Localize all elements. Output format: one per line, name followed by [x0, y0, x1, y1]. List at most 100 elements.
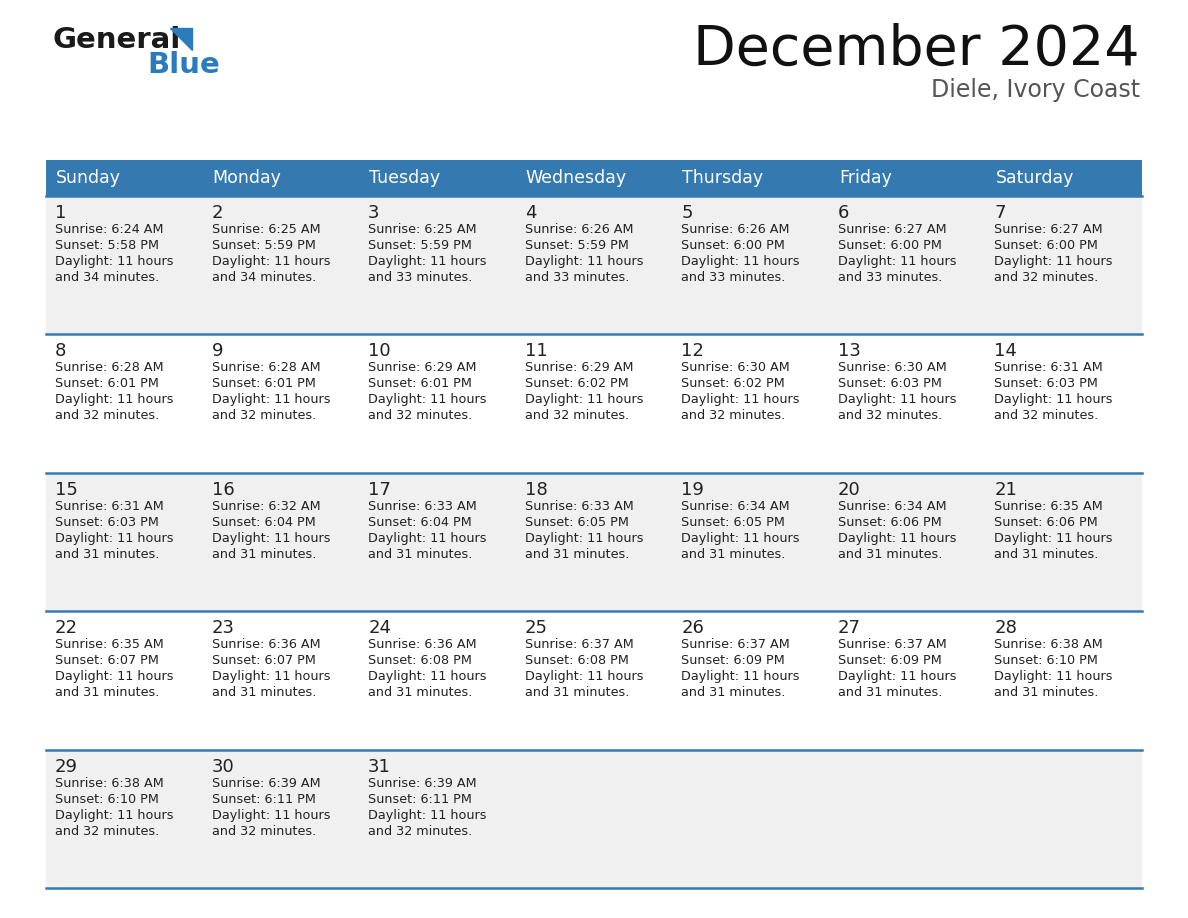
Text: Sunrise: 6:26 AM: Sunrise: 6:26 AM	[525, 223, 633, 236]
Text: Sunset: 6:07 PM: Sunset: 6:07 PM	[211, 655, 316, 667]
Text: 19: 19	[681, 481, 704, 498]
Text: 27: 27	[838, 620, 861, 637]
Text: and 32 minutes.: and 32 minutes.	[368, 824, 473, 837]
Text: Sunset: 6:08 PM: Sunset: 6:08 PM	[368, 655, 472, 667]
Text: Sunrise: 6:37 AM: Sunrise: 6:37 AM	[838, 638, 947, 651]
Text: Sunrise: 6:36 AM: Sunrise: 6:36 AM	[368, 638, 476, 651]
Text: Daylight: 11 hours: Daylight: 11 hours	[55, 670, 173, 683]
Text: and 32 minutes.: and 32 minutes.	[681, 409, 785, 422]
Text: 2: 2	[211, 204, 223, 222]
Text: Daylight: 11 hours: Daylight: 11 hours	[55, 809, 173, 822]
Text: General: General	[52, 26, 181, 54]
Text: Sunset: 6:06 PM: Sunset: 6:06 PM	[994, 516, 1098, 529]
Text: Sunset: 6:10 PM: Sunset: 6:10 PM	[994, 655, 1098, 667]
Text: Daylight: 11 hours: Daylight: 11 hours	[525, 670, 643, 683]
Text: and 31 minutes.: and 31 minutes.	[368, 686, 473, 700]
Text: and 33 minutes.: and 33 minutes.	[525, 271, 630, 284]
Text: Sunset: 6:00 PM: Sunset: 6:00 PM	[994, 239, 1098, 252]
Text: 10: 10	[368, 342, 391, 361]
Text: Sunset: 6:11 PM: Sunset: 6:11 PM	[211, 792, 316, 806]
Text: Sunset: 6:03 PM: Sunset: 6:03 PM	[55, 516, 159, 529]
Text: Daylight: 11 hours: Daylight: 11 hours	[368, 532, 487, 544]
Text: 17: 17	[368, 481, 391, 498]
Text: Daylight: 11 hours: Daylight: 11 hours	[838, 532, 956, 544]
Text: and 31 minutes.: and 31 minutes.	[838, 548, 942, 561]
Text: Saturday: Saturday	[996, 169, 1074, 187]
Text: 15: 15	[55, 481, 78, 498]
Text: and 31 minutes.: and 31 minutes.	[681, 548, 785, 561]
Text: and 34 minutes.: and 34 minutes.	[55, 271, 159, 284]
Text: Sunset: 6:02 PM: Sunset: 6:02 PM	[681, 377, 785, 390]
Text: Sunrise: 6:26 AM: Sunrise: 6:26 AM	[681, 223, 790, 236]
Text: 24: 24	[368, 620, 391, 637]
Text: December 2024: December 2024	[694, 23, 1140, 77]
Bar	[46, 750, 1142, 888]
Text: Sunset: 6:00 PM: Sunset: 6:00 PM	[681, 239, 785, 252]
Text: Blue: Blue	[147, 51, 220, 79]
Text: Daylight: 11 hours: Daylight: 11 hours	[525, 394, 643, 407]
Text: and 31 minutes.: and 31 minutes.	[368, 548, 473, 561]
Text: Sunrise: 6:38 AM: Sunrise: 6:38 AM	[994, 638, 1104, 651]
Text: Sunrise: 6:37 AM: Sunrise: 6:37 AM	[525, 638, 633, 651]
Text: Sunrise: 6:38 AM: Sunrise: 6:38 AM	[55, 777, 164, 789]
Text: Daylight: 11 hours: Daylight: 11 hours	[368, 394, 487, 407]
Text: and 31 minutes.: and 31 minutes.	[211, 686, 316, 700]
Text: Sunset: 6:04 PM: Sunset: 6:04 PM	[368, 516, 472, 529]
Text: and 34 minutes.: and 34 minutes.	[211, 271, 316, 284]
Text: Sunrise: 6:27 AM: Sunrise: 6:27 AM	[994, 223, 1102, 236]
Text: 8: 8	[55, 342, 67, 361]
Text: 9: 9	[211, 342, 223, 361]
Text: Sunset: 6:00 PM: Sunset: 6:00 PM	[838, 239, 942, 252]
Text: and 33 minutes.: and 33 minutes.	[681, 271, 785, 284]
Text: Monday: Monday	[213, 169, 282, 187]
Text: Daylight: 11 hours: Daylight: 11 hours	[368, 255, 487, 268]
Text: and 32 minutes.: and 32 minutes.	[211, 409, 316, 422]
Text: and 31 minutes.: and 31 minutes.	[211, 548, 316, 561]
Text: Daylight: 11 hours: Daylight: 11 hours	[525, 255, 643, 268]
Text: and 31 minutes.: and 31 minutes.	[994, 548, 1099, 561]
Text: and 32 minutes.: and 32 minutes.	[211, 824, 316, 837]
Text: Sunset: 6:05 PM: Sunset: 6:05 PM	[681, 516, 785, 529]
Text: 6: 6	[838, 204, 849, 222]
Text: Daylight: 11 hours: Daylight: 11 hours	[368, 809, 487, 822]
Text: 4: 4	[525, 204, 536, 222]
Text: and 31 minutes.: and 31 minutes.	[525, 548, 630, 561]
Text: Sunrise: 6:34 AM: Sunrise: 6:34 AM	[681, 499, 790, 513]
Text: Sunset: 6:07 PM: Sunset: 6:07 PM	[55, 655, 159, 667]
Text: Sunset: 6:05 PM: Sunset: 6:05 PM	[525, 516, 628, 529]
Text: Daylight: 11 hours: Daylight: 11 hours	[525, 532, 643, 544]
Text: Sunset: 6:01 PM: Sunset: 6:01 PM	[368, 377, 472, 390]
Text: 21: 21	[994, 481, 1017, 498]
Text: 13: 13	[838, 342, 861, 361]
Text: Tuesday: Tuesday	[369, 169, 441, 187]
Text: Diele, Ivory Coast: Diele, Ivory Coast	[931, 78, 1140, 102]
Text: Sunrise: 6:30 AM: Sunrise: 6:30 AM	[681, 362, 790, 375]
Text: Sunset: 6:09 PM: Sunset: 6:09 PM	[838, 655, 942, 667]
Text: and 32 minutes.: and 32 minutes.	[368, 409, 473, 422]
Text: Sunrise: 6:31 AM: Sunrise: 6:31 AM	[994, 362, 1104, 375]
Text: 20: 20	[838, 481, 860, 498]
Text: Sunset: 6:09 PM: Sunset: 6:09 PM	[681, 655, 785, 667]
Text: Sunrise: 6:24 AM: Sunrise: 6:24 AM	[55, 223, 164, 236]
Text: Daylight: 11 hours: Daylight: 11 hours	[211, 255, 330, 268]
Text: Sunset: 5:59 PM: Sunset: 5:59 PM	[368, 239, 472, 252]
Text: Sunset: 6:04 PM: Sunset: 6:04 PM	[211, 516, 315, 529]
Text: Daylight: 11 hours: Daylight: 11 hours	[838, 394, 956, 407]
Text: Daylight: 11 hours: Daylight: 11 hours	[211, 670, 330, 683]
Text: Sunrise: 6:29 AM: Sunrise: 6:29 AM	[525, 362, 633, 375]
Text: and 32 minutes.: and 32 minutes.	[994, 271, 1099, 284]
Text: 18: 18	[525, 481, 548, 498]
Text: Sunset: 6:11 PM: Sunset: 6:11 PM	[368, 792, 472, 806]
Text: Sunrise: 6:28 AM: Sunrise: 6:28 AM	[211, 362, 321, 375]
Text: Sunset: 6:08 PM: Sunset: 6:08 PM	[525, 655, 628, 667]
Bar	[46, 196, 1142, 334]
Text: and 31 minutes.: and 31 minutes.	[55, 548, 159, 561]
Text: Daylight: 11 hours: Daylight: 11 hours	[55, 394, 173, 407]
Text: Daylight: 11 hours: Daylight: 11 hours	[681, 532, 800, 544]
Text: and 33 minutes.: and 33 minutes.	[368, 271, 473, 284]
Text: Friday: Friday	[839, 169, 892, 187]
Text: 7: 7	[994, 204, 1006, 222]
Text: Sunrise: 6:30 AM: Sunrise: 6:30 AM	[838, 362, 947, 375]
Bar	[46, 160, 1142, 196]
Text: Sunrise: 6:25 AM: Sunrise: 6:25 AM	[368, 223, 476, 236]
